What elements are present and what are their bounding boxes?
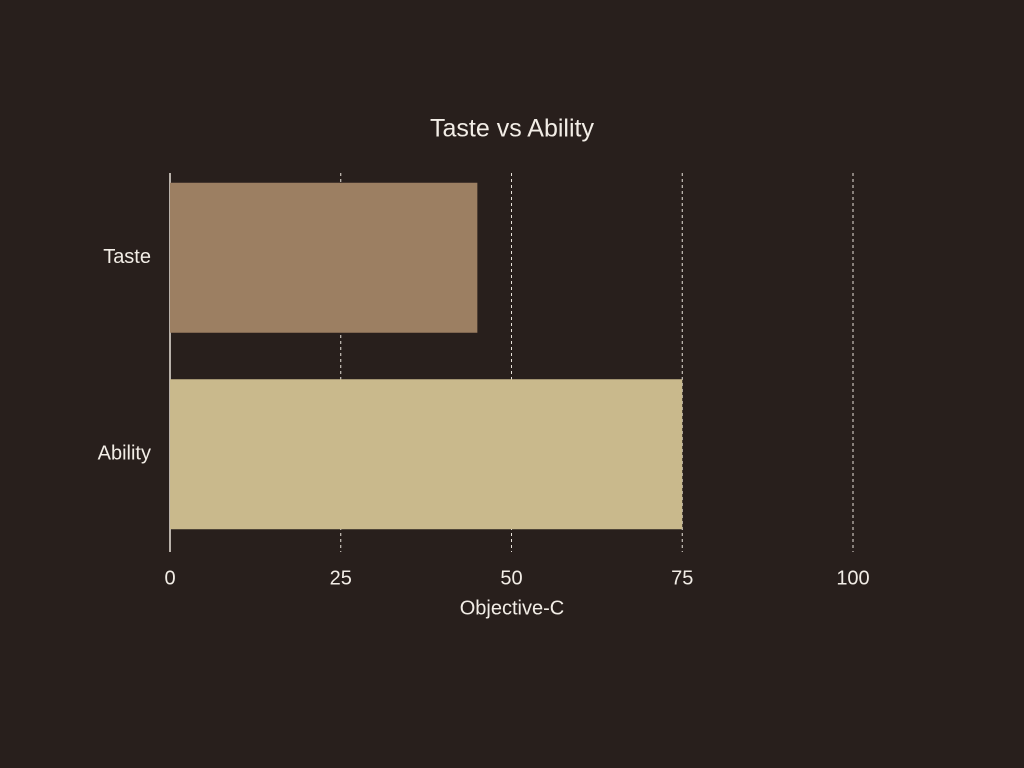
y-tick-label: Ability — [98, 443, 151, 465]
chart-title: Taste vs Ability — [430, 115, 594, 143]
x-tick-label: 75 — [671, 567, 693, 589]
x-tick-label: 0 — [164, 567, 175, 589]
x-tick-label: 25 — [330, 567, 352, 589]
y-tick-label: Taste — [103, 246, 151, 268]
x-tick-label: 100 — [836, 567, 869, 589]
x-axis-label: Objective-C — [460, 597, 564, 619]
bar — [170, 182, 478, 333]
bar — [170, 379, 683, 530]
x-tick-label: 50 — [500, 567, 522, 589]
